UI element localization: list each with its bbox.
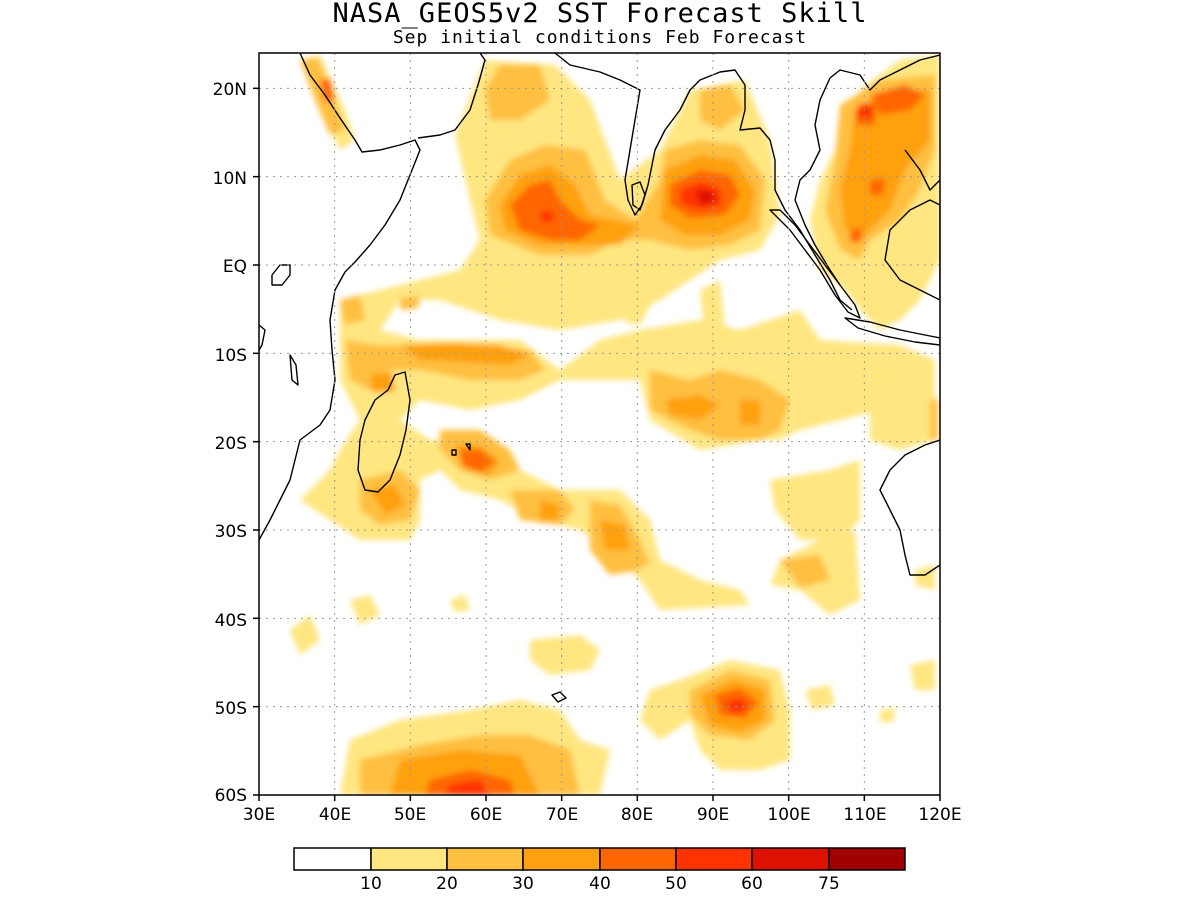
colorbar-label: 50 [665, 874, 687, 894]
coastlines [259, 53, 940, 703]
coastline-madagascar [357, 371, 411, 493]
lat-tick-label: 10N [213, 169, 247, 189]
colorbar-label: 20 [436, 874, 458, 894]
lat-tick-label: EQ [223, 257, 247, 277]
plot-frame [258, 52, 941, 796]
colorbar [293, 847, 906, 871]
lon-axis: 30E 40E 50E 60E 70E 80E 90E 100E 110E 12… [243, 805, 962, 825]
lon-tick-label: 110E [843, 805, 886, 825]
coastline-mauritius [451, 443, 471, 456]
lat-axis: 20N 10N EQ 10S 20S 30S 40S 50S 60S [213, 80, 247, 806]
colorbar-swatch [828, 847, 906, 871]
skill-band-60-75 [695, 190, 716, 205]
colorbar-label: 30 [512, 874, 534, 894]
coastline-java [844, 317, 940, 346]
coastline-kerguelen [551, 691, 567, 703]
graticule [259, 53, 940, 795]
colorbar-swatch [446, 847, 524, 871]
coastline-australia [879, 439, 940, 576]
lon-tick-label: 80E [621, 805, 653, 825]
colorbar-swatch [675, 847, 753, 871]
lon-tick-label: 90E [697, 805, 729, 825]
lat-tick-label: 60S [215, 786, 247, 806]
coastline-sri-lanka [631, 181, 646, 211]
coastline-borneo [884, 199, 940, 301]
lat-tick-label: 10S [215, 346, 247, 366]
lat-tick-label: 20N [213, 80, 247, 100]
map-title: NASA_GEOS5v2 SST Forecast Skill [332, 0, 868, 29]
lon-tick-label: 100E [767, 805, 810, 825]
colorbar-label: 60 [741, 874, 763, 894]
lon-tick-label: 70E [546, 805, 578, 825]
colorbar-label: 75 [818, 874, 840, 894]
colorbar-label: 10 [360, 874, 382, 894]
lon-tick-label: 30E [243, 805, 275, 825]
colorbar-label: 40 [589, 874, 611, 894]
colorbar-swatch [751, 847, 830, 871]
coastline-indochina [794, 54, 940, 286]
colorbar-swatch [370, 847, 448, 871]
lat-tick-label: 40S [215, 611, 247, 631]
coastline-africa-arabia [259, 53, 421, 541]
lon-tick-label: 120E [918, 805, 961, 825]
colorbar-swatch [293, 847, 372, 871]
lat-tick-label: 30S [215, 522, 247, 542]
lon-tick-label: 60E [470, 805, 502, 825]
colorbar-swatch [599, 847, 677, 871]
coastline-east-africa-horn [259, 324, 266, 351]
lon-tick-label: 40E [319, 805, 351, 825]
coastline-sumatra [769, 209, 861, 319]
lat-tick-label: 50S [215, 699, 247, 719]
lat-tick-label: 20S [215, 434, 247, 454]
coastline-islands-west [271, 264, 299, 386]
skill-shading [290, 55, 940, 795]
map-subtitle: Sep initial conditions Feb Forecast [392, 27, 808, 48]
lon-tick-label: 50E [394, 805, 426, 825]
colorbar-labels: 10 20 30 40 50 60 75 [360, 874, 840, 894]
coastline-arabia-india [417, 53, 853, 311]
colorbar-swatch [522, 847, 601, 871]
tick-marks [253, 87, 941, 801]
